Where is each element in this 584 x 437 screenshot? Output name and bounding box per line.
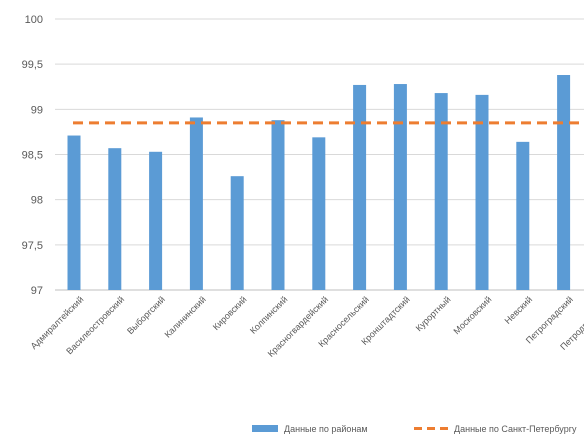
bar (557, 75, 571, 290)
bar (189, 117, 203, 290)
y-tick-label: 99,5 (22, 59, 43, 71)
x-tick-label: Кировский (211, 294, 249, 332)
bar-series (67, 75, 571, 291)
bar (108, 148, 122, 290)
y-axis-ticks: 97 97,5 98 98,5 99 99,5 100 (22, 14, 43, 297)
bar (149, 151, 163, 290)
x-tick-label: Курортный (414, 294, 453, 333)
bar (393, 84, 407, 290)
x-axis-ticks: АдмиралтейскийВасилеостровскийВыборгский… (29, 294, 584, 359)
x-tick-label: Невский (503, 294, 535, 326)
bar (230, 176, 244, 290)
y-tick-label: 97 (31, 285, 43, 297)
bar (434, 93, 448, 290)
bar (516, 141, 530, 290)
legend-line-label: Данные по Санкт-Петербургу (454, 424, 577, 434)
y-tick-label: 100 (25, 14, 43, 26)
legend-bar-label: Данные по районам (284, 424, 368, 434)
x-tick-label: Московский (451, 294, 493, 336)
x-tick-label: Колпинский (248, 294, 289, 335)
y-tick-label: 98,5 (22, 150, 43, 162)
x-tick-label: Калининский (163, 294, 208, 339)
bar (312, 137, 326, 290)
legend-bar-swatch (252, 425, 278, 432)
y-tick-label: 99 (31, 104, 43, 116)
y-tick-label: 97,5 (22, 240, 43, 252)
legend: Данные по районам Данные по Санкт-Петерб… (252, 424, 577, 434)
bar (67, 135, 81, 290)
x-tick-label: Выборгский (125, 294, 167, 336)
bar (271, 120, 285, 290)
y-tick-label: 98 (31, 195, 43, 207)
bar (353, 84, 367, 291)
bar (475, 94, 489, 290)
